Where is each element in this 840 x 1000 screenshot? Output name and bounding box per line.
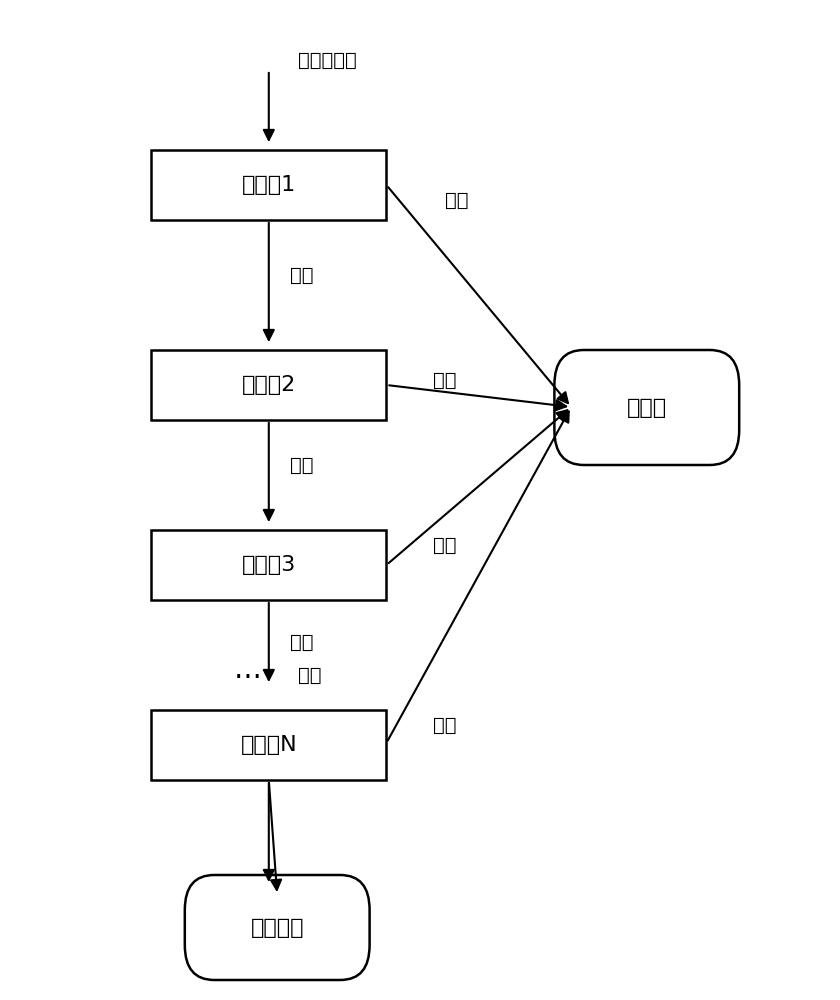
Text: 分类器N: 分类器N bbox=[240, 735, 297, 755]
Text: 通过: 通过 bbox=[298, 666, 322, 684]
FancyBboxPatch shape bbox=[151, 150, 386, 220]
Text: 拒绝: 拒绝 bbox=[433, 370, 456, 389]
Text: 非人脸: 非人脸 bbox=[627, 397, 667, 418]
Text: 通过: 通过 bbox=[290, 633, 313, 652]
Text: 分类器3: 分类器3 bbox=[242, 555, 296, 575]
Text: 拒绝: 拒绝 bbox=[445, 190, 469, 210]
Text: …: … bbox=[234, 656, 262, 684]
FancyBboxPatch shape bbox=[554, 350, 739, 465]
FancyBboxPatch shape bbox=[185, 875, 370, 980]
Text: 人脸目标: 人脸目标 bbox=[250, 918, 304, 938]
Text: 分类器1: 分类器1 bbox=[242, 175, 296, 195]
Text: 待检测图像: 待检测图像 bbox=[298, 50, 357, 70]
Text: 通过: 通过 bbox=[290, 265, 313, 284]
Text: 拒绝: 拒绝 bbox=[433, 536, 456, 554]
Text: 分类器2: 分类器2 bbox=[242, 375, 296, 395]
Text: 拒绝: 拒绝 bbox=[433, 716, 456, 734]
FancyBboxPatch shape bbox=[151, 350, 386, 420]
Text: 通过: 通过 bbox=[290, 456, 313, 475]
FancyBboxPatch shape bbox=[151, 710, 386, 780]
FancyBboxPatch shape bbox=[151, 530, 386, 600]
